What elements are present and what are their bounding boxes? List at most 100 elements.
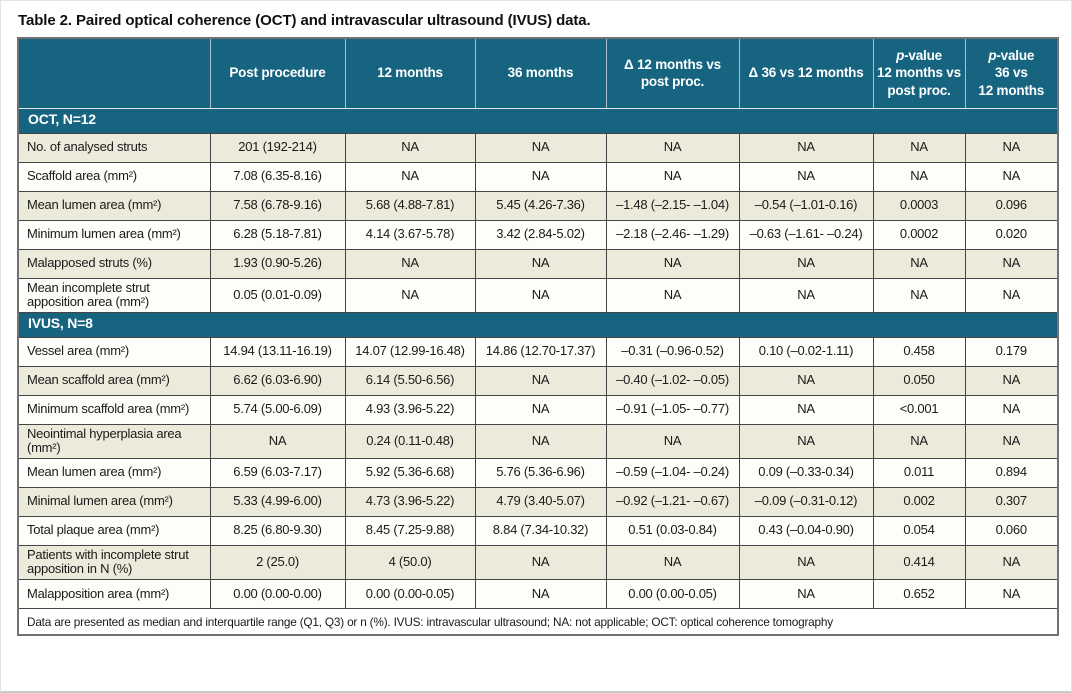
column-header: Δ 36 vs 12 months xyxy=(738,38,874,109)
table-row: Total plaque area (mm²) 8.25 (6.80-9.30) 8… xyxy=(17,515,1059,546)
data-cell: 1.93 (0.90-5.26) xyxy=(209,248,346,279)
row-label-cell: Patients with incomplete strut appositio… xyxy=(17,544,211,580)
data-cell: NA xyxy=(738,161,874,192)
table-row: Patients with incomplete strut appositio… xyxy=(17,544,1059,580)
data-cell: NA xyxy=(474,248,607,279)
row-label-cell: Minimum scaffold area (mm²) xyxy=(17,394,211,425)
data-cell: 2 (25.0) xyxy=(209,544,346,580)
header-row: Post procedure 12 months 36 months Δ 12 mon… xyxy=(18,38,1058,109)
data-cell: 4.14 (3.67-5.78) xyxy=(344,219,476,250)
data-cell: 0.05 (0.01-0.09) xyxy=(209,277,346,313)
paired-oct-ivus-table: Post procedure 12 months 36 months Δ 12 mon… xyxy=(17,37,1059,637)
data-cell: –0.09 (–0.31-0.12) xyxy=(738,486,874,517)
table-row: Mean lumen area (mm²) 7.58 (6.78-9.16) 5.6… xyxy=(17,190,1059,221)
table-title: Table 2. Paired optical coherence (OCT) … xyxy=(18,12,591,29)
data-cell: 0.002 xyxy=(872,486,966,517)
table-row: Malapposition area (mm²) 0.00 (0.00-0.00)… xyxy=(17,578,1059,609)
data-cell: 0.179 xyxy=(964,336,1059,367)
data-cell: 0.0002 xyxy=(872,219,966,250)
data-cell: –0.59 (–1.04- –0.24) xyxy=(605,457,740,488)
table-row: Minimum lumen area (mm²) 6.28 (5.18-7.81)… xyxy=(17,219,1059,250)
table-row: Scaffold area (mm²) 7.08 (6.35-8.16) NA NA N… xyxy=(17,161,1059,192)
table-row: Minimum scaffold area (mm²) 5.74 (5.00-6.… xyxy=(17,394,1059,425)
data-cell: NA xyxy=(964,161,1059,192)
column-header: 36 months xyxy=(474,38,607,109)
data-cell: NA xyxy=(872,248,966,279)
section-header: IVUS, N=8 xyxy=(17,311,1059,338)
row-label-cell: Mean lumen area (mm²) xyxy=(17,457,211,488)
data-cell: NA xyxy=(474,277,607,313)
table-row: Vessel area (mm²) 14.94 (13.11-16.19) 14.0… xyxy=(17,336,1059,367)
data-cell: NA xyxy=(474,544,607,580)
data-cell: –0.91 (–1.05- –0.77) xyxy=(605,394,740,425)
footnote-text: Data are presented as median and interqu… xyxy=(17,607,1059,636)
data-cell: 0.894 xyxy=(964,457,1059,488)
data-cell: NA xyxy=(738,248,874,279)
data-cell: <0.001 xyxy=(872,394,966,425)
row-label-cell: Malapposition area (mm²) xyxy=(17,578,211,609)
column-header: p-value 12 months vs post proc. xyxy=(872,38,966,109)
data-cell: 8.25 (6.80-9.30) xyxy=(209,515,346,546)
column-header: Post procedure xyxy=(209,38,346,109)
data-cell: NA xyxy=(474,394,607,425)
data-cell: NA xyxy=(872,277,966,313)
data-cell: 8.84 (7.34-10.32) xyxy=(474,515,607,546)
data-cell: 6.59 (6.03-7.17) xyxy=(209,457,346,488)
data-cell: 0.050 xyxy=(872,365,966,396)
data-cell: 0.060 xyxy=(964,515,1059,546)
row-label-cell: Mean scaffold area (mm²) xyxy=(17,365,211,396)
data-cell: NA xyxy=(964,277,1059,313)
data-cell: 0.096 xyxy=(964,190,1059,221)
data-cell: NA xyxy=(738,277,874,313)
table-footnote-row: Data are presented as median and interqu… xyxy=(17,607,1059,636)
data-cell: NA xyxy=(474,423,607,459)
data-cell: NA xyxy=(738,132,874,163)
data-cell: NA xyxy=(964,423,1059,459)
row-label-cell: Mean lumen area (mm²) xyxy=(17,190,211,221)
data-cell: 0.0003 xyxy=(872,190,966,221)
data-cell: NA xyxy=(605,132,740,163)
table-body: OCT, N=12 No. of analysed struts 201 (192-… xyxy=(17,107,1059,609)
row-label-cell: Mean incomplete strut apposition area (m… xyxy=(17,277,211,313)
corner-cell xyxy=(18,38,211,109)
data-cell: –0.63 (–1.61- –0.24) xyxy=(738,219,874,250)
data-cell: 4 (50.0) xyxy=(344,544,476,580)
data-cell: 3.42 (2.84-5.02) xyxy=(474,219,607,250)
row-label-cell: Total plaque area (mm²) xyxy=(17,515,211,546)
data-cell: NA xyxy=(344,277,476,313)
data-cell: 14.94 (13.11-16.19) xyxy=(209,336,346,367)
data-cell: 5.33 (4.99-6.00) xyxy=(209,486,346,517)
data-cell: NA xyxy=(344,132,476,163)
data-cell: NA xyxy=(474,132,607,163)
data-cell: NA xyxy=(605,161,740,192)
row-label-cell: Minimal lumen area (mm²) xyxy=(17,486,211,517)
data-cell: 0.414 xyxy=(872,544,966,580)
table-row: Mean incomplete strut apposition area (m… xyxy=(17,277,1059,313)
data-cell: 5.45 (4.26-7.36) xyxy=(474,190,607,221)
row-label-cell: Malapposed struts (%) xyxy=(17,248,211,279)
data-cell: 14.07 (12.99-16.48) xyxy=(344,336,476,367)
data-cell: 0.10 (–0.02-1.11) xyxy=(738,336,874,367)
data-cell: 5.76 (5.36-6.96) xyxy=(474,457,607,488)
row-label-cell: Vessel area (mm²) xyxy=(17,336,211,367)
data-cell: 0.09 (–0.33-0.34) xyxy=(738,457,874,488)
data-cell: 0.011 xyxy=(872,457,966,488)
data-cell: NA xyxy=(964,365,1059,396)
row-label-cell: Neointimal hyperplasia area (mm²) xyxy=(17,423,211,459)
data-cell: 5.74 (5.00-6.09) xyxy=(209,394,346,425)
table-header: Post procedure 12 months 36 months Δ 12 mon… xyxy=(18,38,1058,109)
data-cell: 0.652 xyxy=(872,578,966,609)
data-cell: –1.48 (–2.15- –1.04) xyxy=(605,190,740,221)
table-row: Mean scaffold area (mm²) 6.62 (6.03-6.90)… xyxy=(17,365,1059,396)
data-cell: NA xyxy=(474,161,607,192)
data-cell: NA xyxy=(872,423,966,459)
data-cell: 4.93 (3.96-5.22) xyxy=(344,394,476,425)
data-cell: 0.00 (0.00-0.00) xyxy=(209,578,346,609)
data-cell: NA xyxy=(964,578,1059,609)
data-cell: 6.62 (6.03-6.90) xyxy=(209,365,346,396)
section-row: IVUS, N=8 xyxy=(17,311,1059,338)
row-label-cell: No. of analysed struts xyxy=(17,132,211,163)
data-cell: –0.31 (–0.96-0.52) xyxy=(605,336,740,367)
data-cell: NA xyxy=(605,277,740,313)
